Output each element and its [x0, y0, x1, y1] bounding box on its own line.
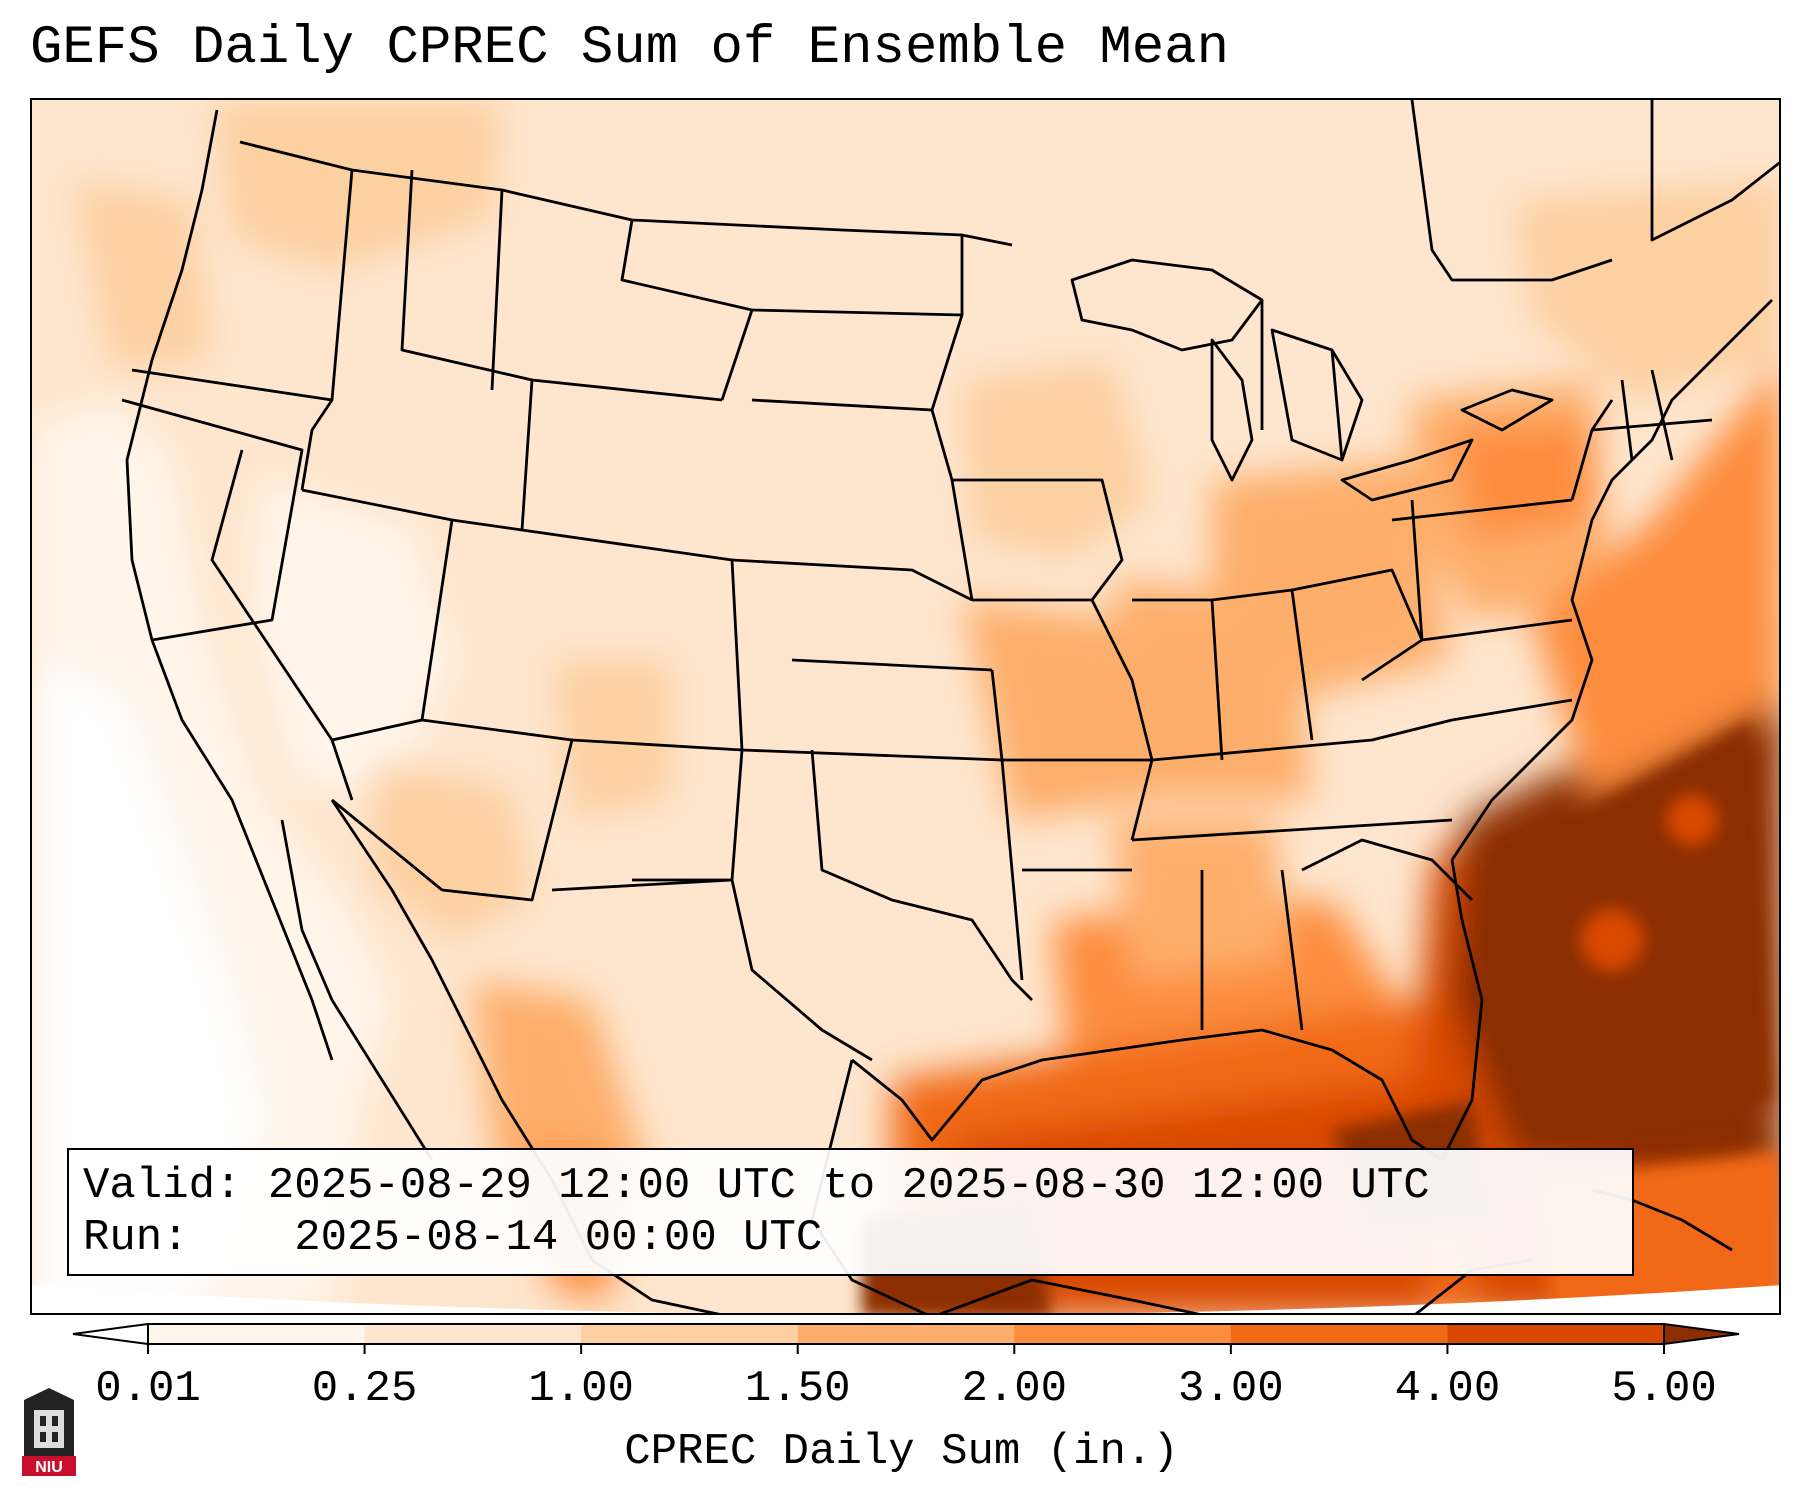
- run-label: Run:: [83, 1213, 189, 1263]
- colorbar-segment: [1230, 1324, 1448, 1344]
- valid-value: 2025-08-29 12:00 UTC to 2025-08-30 12:00…: [267, 1161, 1430, 1211]
- colorbar-tick-label: 3.00: [1178, 1364, 1284, 1414]
- colorbar-segment: [1447, 1324, 1665, 1344]
- valid-label: Valid:: [83, 1161, 242, 1211]
- valid-run-info-box: Valid: 2025-08-29 12:00 UTC to 2025-08-3…: [67, 1148, 1634, 1276]
- niu-logo: NIU: [22, 1388, 76, 1476]
- map-title: GEFS Daily CPREC Sum of Ensemble Mean: [30, 18, 1229, 79]
- colorbar-tick-label: 1.00: [528, 1364, 634, 1414]
- colorbar-outline: [147, 1323, 1665, 1345]
- colorbar-segment: [1014, 1324, 1232, 1344]
- colorbar-segment: [797, 1324, 1015, 1344]
- colorbar-segment: [581, 1324, 799, 1344]
- colorbar-tick-label: 0.25: [312, 1364, 418, 1414]
- colorbar: 0.01 0.25 1.00 1.50 2.00 3.00 4.00 5.00: [72, 1322, 1740, 1414]
- colorbar-tick-label: 0.01: [95, 1364, 201, 1414]
- colorbar-tick-label: 1.50: [745, 1364, 851, 1414]
- colorbar-tick-label: 4.00: [1395, 1364, 1501, 1414]
- colorbar-tick-label: 5.00: [1611, 1364, 1717, 1414]
- colorbar-extend-high: [1663, 1322, 1740, 1346]
- colorbar-segment: [364, 1324, 582, 1344]
- run-line: Run: 2025-08-14 00:00 UTC: [83, 1212, 1632, 1264]
- run-value: 2025-08-14 00:00 UTC: [294, 1213, 823, 1263]
- colorbar-extend-low: [72, 1322, 149, 1346]
- valid-line: Valid: 2025-08-29 12:00 UTC to 2025-08-3…: [83, 1160, 1632, 1212]
- precipitation-map: [30, 98, 1781, 1315]
- borders: [121, 100, 1779, 1313]
- colorbar-segments: [72, 1322, 1740, 1346]
- colorbar-label: CPREC Daily Sum (in.): [624, 1427, 1179, 1477]
- colorbar-tick-label: 2.00: [961, 1364, 1067, 1414]
- svg-text:NIU: NIU: [35, 1459, 63, 1476]
- colorbar-ticks: 0.01 0.25 1.00 1.50 2.00 3.00 4.00 5.00: [95, 1344, 1717, 1414]
- colorbar-segment: [148, 1324, 366, 1344]
